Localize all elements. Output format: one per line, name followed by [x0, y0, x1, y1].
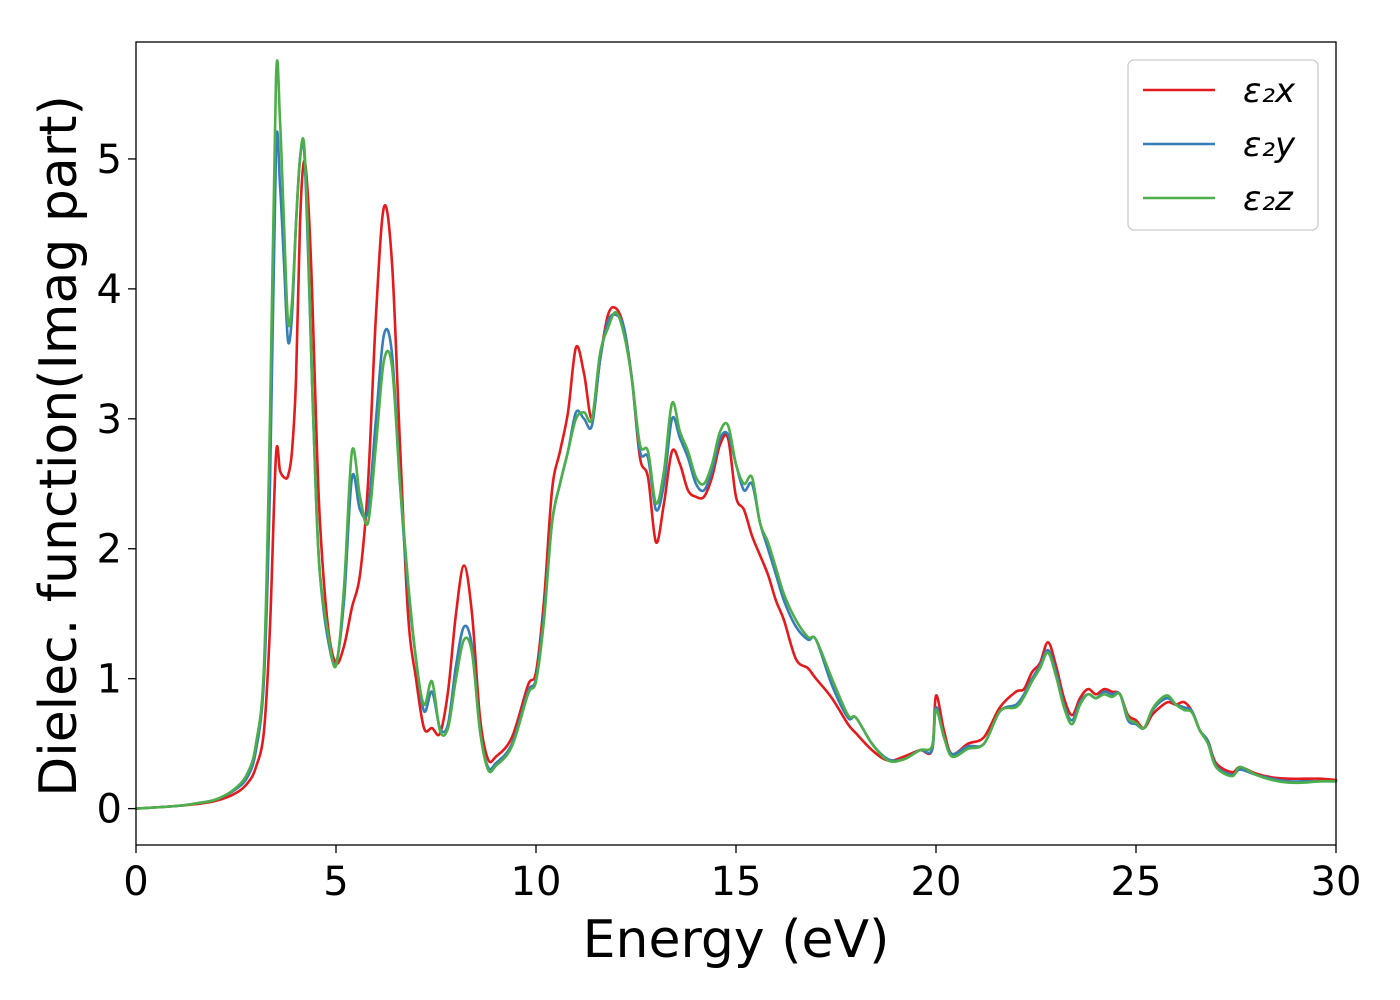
x-tick-label: 15: [711, 859, 762, 905]
legend-items: ε₂x ε₂y ε₂z: [1143, 71, 1296, 219]
series-line-1: [134, 159, 1338, 810]
legend-label-2: ε₂y: [1243, 125, 1296, 165]
x-tick-label: 5: [323, 859, 348, 905]
y-tick-label: 2: [97, 527, 122, 573]
x-tick-label: 30: [1311, 859, 1362, 905]
x-tick-label: 0: [123, 859, 148, 905]
x-tick-label: 10: [511, 859, 562, 905]
series-line-3: [134, 59, 1338, 810]
y-axis-ticks: 0 1 2 3 4 5: [97, 137, 136, 833]
plot-lines: [134, 59, 1338, 810]
y-tick-label: 4: [97, 267, 122, 313]
x-axis-ticks: 0 5 10 15 20 25 30: [123, 845, 1361, 905]
y-tick-label: 1: [97, 657, 122, 703]
y-tick-label: 3: [97, 397, 122, 443]
y-tick-label: 0: [97, 787, 122, 833]
x-tick-label: 25: [1111, 859, 1162, 905]
x-tick-label: 20: [911, 859, 962, 905]
x-axis-label: Energy (eV): [583, 910, 890, 970]
legend-box: [1127, 59, 1319, 231]
y-axis-label: Dielec. function(Imag part): [29, 95, 89, 797]
legend-label-3: ε₂z: [1243, 179, 1294, 219]
legend-label-1: ε₂x: [1243, 71, 1296, 111]
y-tick-label: 5: [97, 137, 122, 183]
legend: ε₂x ε₂y ε₂z: [1127, 59, 1319, 231]
